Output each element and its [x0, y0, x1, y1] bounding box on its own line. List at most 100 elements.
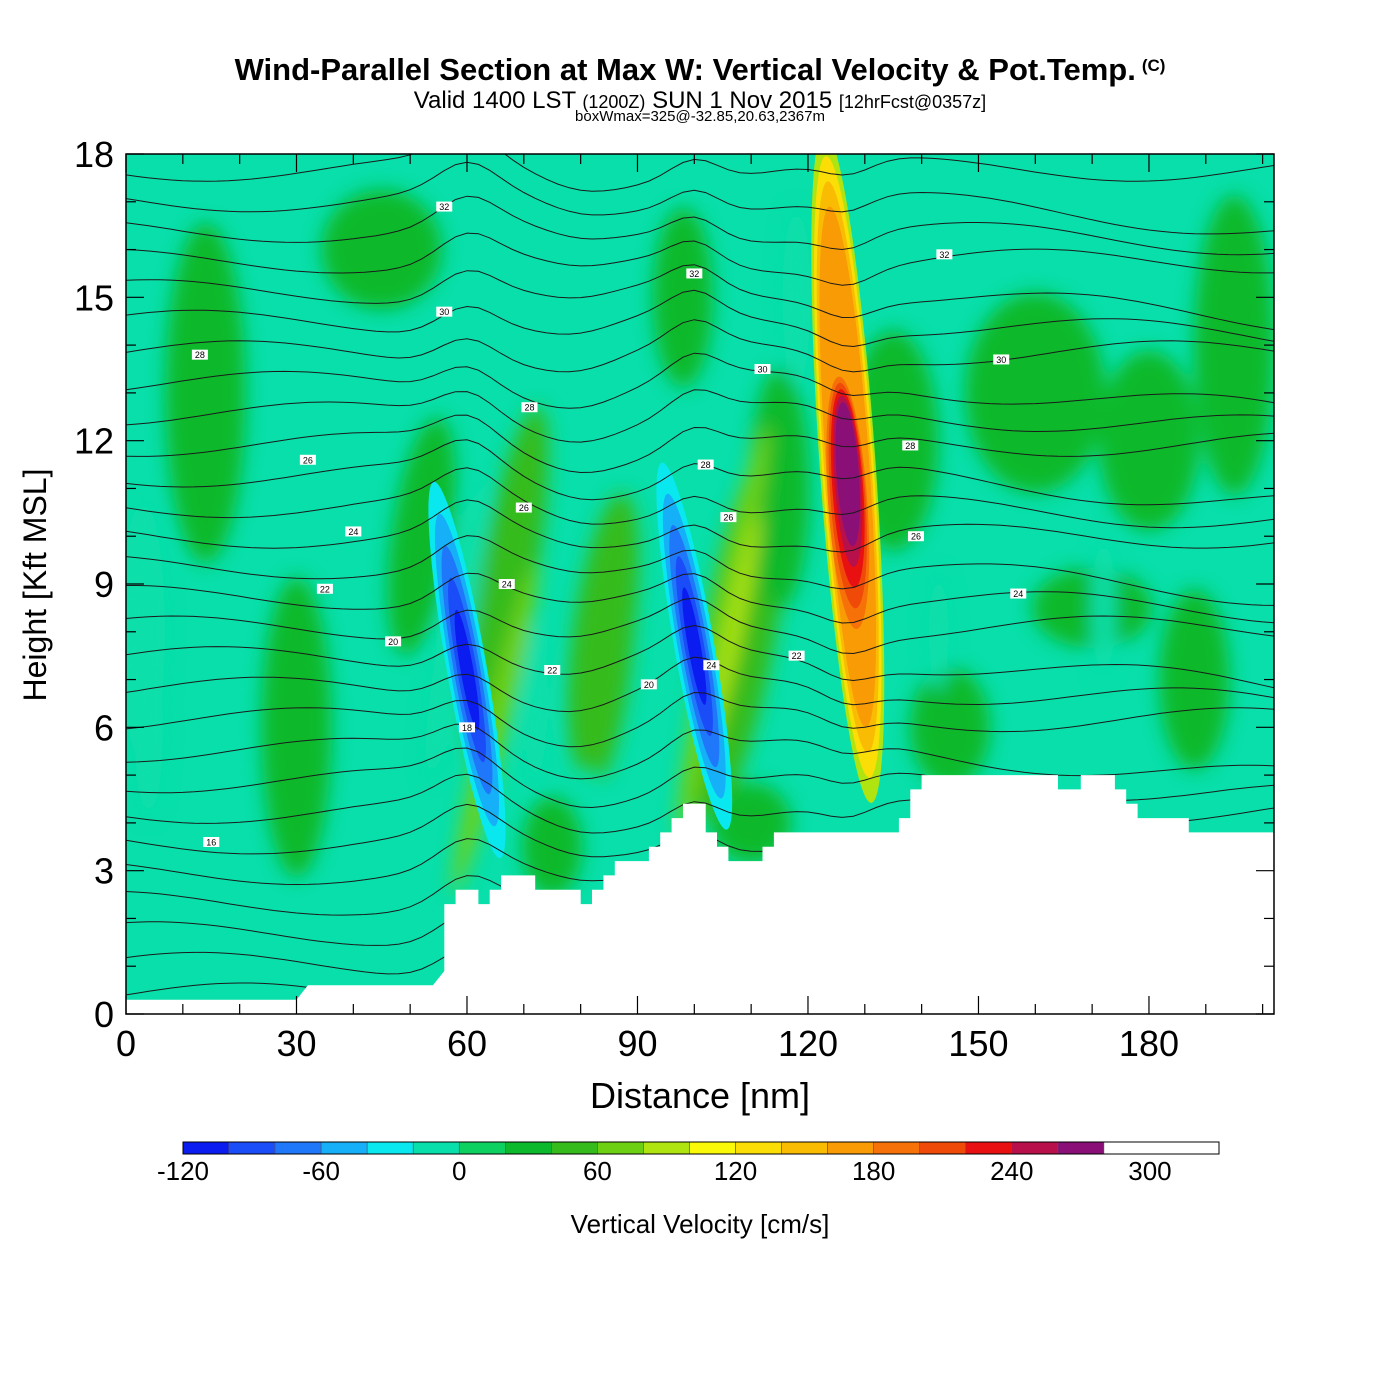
colorbar-swatch	[965, 1141, 1013, 1155]
x-axis-label: Distance [nm]	[590, 1075, 810, 1116]
velocity-core	[428, 154, 885, 859]
theta-label: 22	[316, 583, 333, 594]
theta-contour-line	[126, 572, 1274, 624]
colorbar-tick-label: 180	[852, 1156, 895, 1186]
colorbar-swatch	[873, 1141, 921, 1155]
theta-label: 26	[907, 531, 924, 542]
colorbar-swatch	[551, 1141, 598, 1155]
theta-label-text: 32	[439, 202, 449, 212]
valid-zulu: (1200Z)	[582, 92, 646, 112]
colorbar-frame	[182, 1141, 1220, 1155]
theta-label-bg	[436, 306, 453, 317]
theta-label: 28	[902, 440, 919, 451]
theta-label: 32	[686, 268, 703, 279]
theta-label-bg	[936, 249, 953, 260]
colorbar-tick-label: 240	[990, 1156, 1033, 1186]
downdraft-core	[682, 587, 707, 705]
x-axis: 0 30 60 90 120 150 180	[116, 154, 1264, 1064]
colorbar-tick-label: 0	[452, 1156, 466, 1186]
x-tick-label: 60	[447, 1023, 487, 1064]
theta-contour-line	[126, 195, 1274, 256]
y-tick-label: 3	[94, 851, 114, 892]
theta-label: 18	[458, 722, 475, 733]
theta-label-text: 28	[524, 403, 534, 413]
theta-label-text: 24	[348, 527, 358, 537]
theta-label: 26	[299, 454, 316, 465]
y-tick-label: 15	[74, 277, 114, 318]
weak-downdraft	[134, 637, 163, 818]
theta-label-bg	[788, 650, 805, 661]
theta-label-bg	[1010, 588, 1027, 599]
theta-label-bg	[686, 268, 703, 279]
colorbar-tick-label: -60	[302, 1156, 340, 1186]
theta-label-bg	[458, 722, 475, 733]
terrain-mask	[126, 775, 1274, 1014]
updraft-band	[165, 222, 246, 563]
x-tick-label: 30	[276, 1023, 316, 1064]
plot-area: 32 30 28 28 26 26 24 24 22 22 20 20 18 16 32 30 28 26 24 22…	[126, 154, 1274, 1014]
theta-label-bg	[191, 349, 208, 360]
theta-label-bg	[993, 354, 1010, 365]
theta-contour-line	[126, 161, 1274, 235]
theta-label-bg	[299, 454, 316, 465]
weak-downdraft	[928, 571, 949, 692]
copyright-mark: (C)	[1141, 56, 1166, 75]
theta-label-text: 30	[439, 307, 449, 317]
theta-label: 22	[544, 665, 561, 676]
theta-label-text: 30	[758, 365, 768, 375]
y-axis: 0 3 6 9 12 15 18	[74, 134, 1274, 1035]
valid-date: SUN 1 Nov 2015	[652, 87, 833, 114]
theta-label-bg	[521, 402, 538, 413]
updraft-band	[652, 207, 713, 388]
updraft-band	[910, 667, 991, 788]
theta-label: 30	[436, 306, 453, 317]
theta-contour-line	[126, 289, 1274, 348]
theta-contour-labels: 32 30 28 28 26 26 24 24 22 22 20 20 18 16 32 30 28 26 24 22…	[191, 201, 1027, 848]
theta-label: 26	[720, 512, 737, 523]
theta-contour-line	[126, 467, 1274, 529]
theta-label-bg	[515, 502, 532, 513]
theta-label: 30	[993, 354, 1010, 365]
colorbar-tick-label: 120	[714, 1156, 757, 1186]
theta-label: 22	[788, 650, 805, 661]
theta-label: 28	[697, 459, 714, 470]
colorbar-swatch	[735, 1141, 782, 1155]
x-tick-label: 120	[778, 1023, 838, 1064]
theta-label-text: 26	[723, 513, 733, 523]
theta-label-bg	[385, 636, 402, 647]
theta-label-text: 26	[911, 532, 921, 542]
theta-label-bg	[498, 579, 515, 589]
updraft-band	[965, 292, 1106, 493]
theta-label: 32	[436, 201, 453, 212]
updraft-band	[261, 577, 332, 878]
colorbar-swatch	[274, 1141, 322, 1155]
updraft-core	[842, 421, 854, 485]
theta-label-bg	[203, 837, 220, 847]
theta-label-bg	[697, 459, 714, 470]
theta-label-bg	[720, 512, 737, 523]
weak-downdraft	[1091, 537, 1116, 678]
theta-contour-line	[126, 499, 1274, 553]
y-tick-label: 12	[74, 421, 114, 462]
theta-contour-line	[126, 264, 1274, 331]
theta-label: 28	[191, 349, 208, 360]
theta-label-bg	[907, 531, 924, 542]
colorbar-swatch	[458, 1141, 506, 1155]
theta-contour-line	[126, 691, 1274, 748]
theta-label-text: 24	[1013, 589, 1023, 599]
x-tick-label: 180	[1119, 1023, 1179, 1064]
theta-contour-line	[126, 535, 1274, 606]
theta-label: 24	[703, 660, 720, 671]
colorbar-swatch	[412, 1141, 460, 1155]
downdraft-core	[454, 609, 480, 731]
theta-label-text: 32	[939, 250, 949, 260]
theta-label-text: 24	[502, 580, 512, 590]
colorbar-swatch	[182, 1141, 230, 1155]
updraft-band	[522, 796, 583, 897]
theta-contour-line	[126, 389, 1274, 443]
colorbar-swatch	[781, 1141, 828, 1155]
theta-label: 24	[498, 579, 515, 590]
colorbar-swatch	[228, 1141, 276, 1155]
updraft-band	[1098, 350, 1199, 531]
theta-label-text: 20	[388, 637, 398, 647]
